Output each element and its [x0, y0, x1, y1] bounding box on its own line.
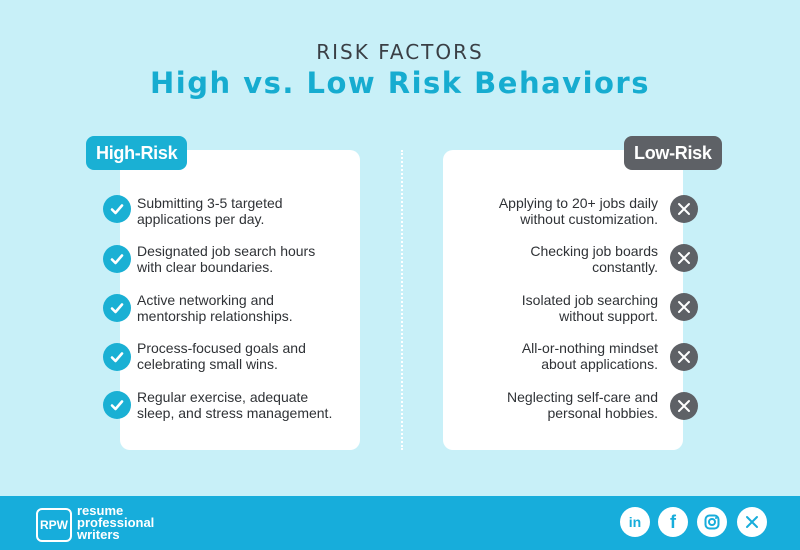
close-icon — [670, 343, 698, 371]
item-line: about applications. — [541, 356, 658, 372]
check-icon — [103, 195, 131, 223]
x-icon[interactable] — [737, 507, 767, 537]
close-icon — [670, 392, 698, 420]
item-line: without support. — [559, 308, 658, 324]
linkedin-icon[interactable]: in — [620, 507, 650, 537]
logo-abbr: RPW — [40, 518, 68, 532]
item-line: Isolated job searching — [521, 292, 658, 308]
item-line: without customization. — [520, 211, 658, 227]
high-risk-item: Regular exercise, adequate sleep, and st… — [137, 389, 362, 421]
close-icon — [670, 195, 698, 223]
high-risk-label: High-Risk — [86, 136, 188, 170]
item-line: mentorship relationships. — [137, 308, 293, 324]
page-title: High vs. Low Risk Behaviors — [149, 66, 650, 100]
item-line: Neglecting self-care and — [507, 389, 658, 405]
logo-line: professional — [77, 515, 155, 530]
instagram-icon[interactable] — [697, 507, 727, 537]
low-risk-item: Checking job boards constantly. — [443, 243, 658, 275]
close-icon — [670, 293, 698, 321]
low-risk-item: Isolated job searching without support. — [443, 292, 658, 324]
high-risk-item: Process-focused goals and celebrating sm… — [137, 340, 362, 372]
section-kicker: RISK FACTORS — [316, 40, 484, 64]
low-risk-item: Neglecting self-care and personal hobbie… — [443, 389, 658, 421]
high-risk-item: Submitting 3-5 targeted applications per… — [137, 195, 362, 227]
item-line: with clear boundaries. — [137, 259, 274, 275]
item-line: Submitting 3-5 targeted — [137, 195, 283, 211]
high-risk-item: Designated job search hours with clear b… — [137, 243, 362, 275]
item-line: Applying to 20+ jobs daily — [498, 195, 658, 211]
facebook-icon[interactable]: f — [658, 507, 688, 537]
low-risk-item: Applying to 20+ jobs daily without custo… — [443, 195, 658, 227]
check-icon — [103, 343, 131, 371]
item-line: Checking job boards — [530, 243, 658, 259]
item-line: constantly. — [592, 259, 658, 275]
item-line: Regular exercise, adequate — [137, 389, 309, 405]
check-icon — [103, 245, 131, 273]
footer-bar: RPW resume professional writers in f — [0, 496, 800, 550]
item-line: Active networking and — [137, 292, 274, 308]
item-line: All-or-nothing mindset — [521, 340, 658, 356]
low-risk-label: Low-Risk — [624, 136, 722, 170]
item-line: Designated job search hours — [137, 243, 316, 259]
high-risk-card — [120, 150, 360, 450]
item-line: personal hobbies. — [547, 405, 658, 421]
item-line: celebrating small wins. — [137, 356, 278, 372]
close-icon — [670, 244, 698, 272]
logo-line: resume — [77, 503, 124, 518]
check-icon — [103, 391, 131, 419]
low-risk-item: All-or-nothing mindset about application… — [443, 340, 658, 372]
low-risk-card — [443, 150, 683, 450]
item-line: applications per day. — [137, 211, 265, 227]
logo-wordmark[interactable]: resume professional writers — [77, 503, 155, 542]
item-line: sleep, and stress management. — [137, 405, 333, 421]
item-line: Process-focused goals and — [137, 340, 306, 356]
divider — [401, 150, 403, 450]
check-icon — [103, 294, 131, 322]
logo-line: writers — [77, 527, 120, 542]
high-risk-item: Active networking and mentorship relatio… — [137, 292, 362, 324]
logo-icon[interactable]: RPW — [36, 508, 72, 542]
